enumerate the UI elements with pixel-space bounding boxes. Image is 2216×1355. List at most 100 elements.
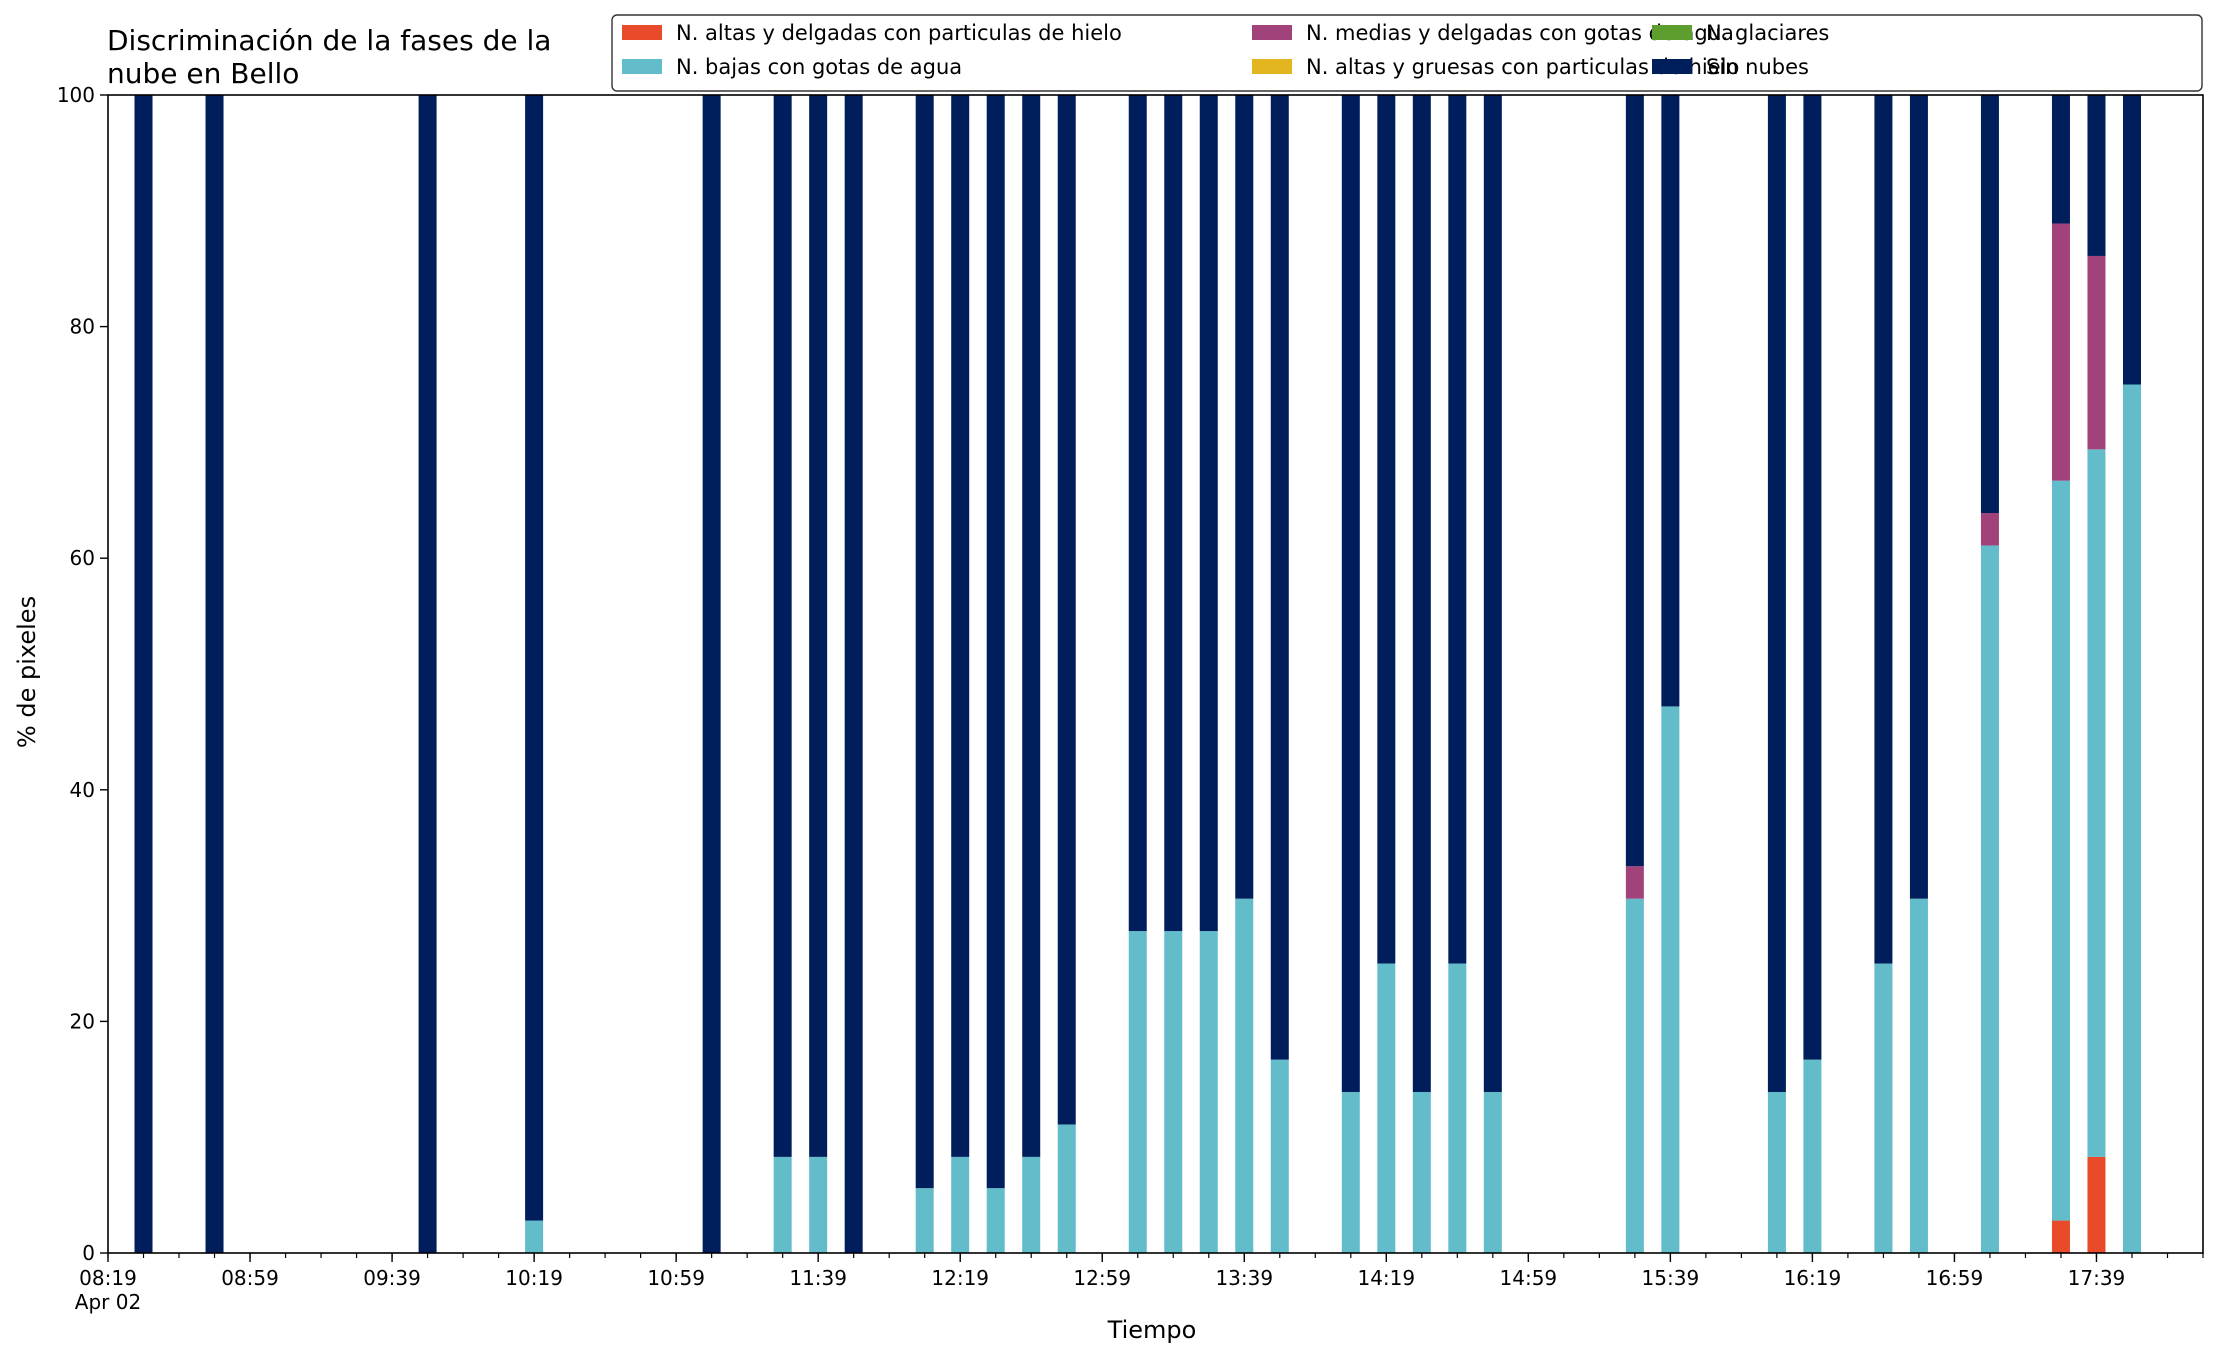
x-axis-label: Tiempo bbox=[1107, 1316, 1197, 1344]
bar-segment bbox=[2122, 95, 2141, 385]
bar-segment bbox=[1057, 1124, 1076, 1253]
bar-segment bbox=[1412, 95, 1431, 1093]
bar-segment bbox=[134, 95, 153, 1253]
x-tick-label: 14:59 bbox=[1500, 1266, 1558, 1290]
bar-segment bbox=[2087, 255, 2106, 450]
bar-segment bbox=[773, 1156, 792, 1253]
bar-segment bbox=[1874, 95, 1893, 964]
legend-swatch bbox=[1652, 25, 1692, 40]
x-tick-label: 12:59 bbox=[1073, 1266, 1131, 1290]
bar-segment bbox=[986, 95, 1005, 1189]
bar-segment bbox=[1874, 963, 1893, 1253]
x-tick-label: 08:59 bbox=[221, 1266, 279, 1290]
bar-segment bbox=[1767, 95, 1786, 1093]
bar-segment bbox=[1128, 95, 1147, 932]
legend-swatch bbox=[1252, 25, 1292, 40]
x-tick-label: 11:39 bbox=[789, 1266, 847, 1290]
plot-frame bbox=[107, 94, 2204, 1254]
bar-segment bbox=[1625, 898, 1644, 1253]
bar-segment bbox=[1909, 95, 1928, 899]
bar-segment bbox=[1980, 95, 1999, 514]
bar-segment bbox=[1909, 898, 1928, 1253]
bar-segment bbox=[1412, 1092, 1431, 1253]
bar-segment bbox=[1803, 1059, 1822, 1253]
bar-segment bbox=[844, 95, 863, 1253]
bar-segment bbox=[1022, 1156, 1041, 1253]
bar-segment bbox=[1483, 1092, 1502, 1253]
legend-label: N. glaciares bbox=[1706, 21, 1829, 45]
legend-swatch bbox=[622, 25, 662, 40]
bar-segment bbox=[1625, 866, 1644, 899]
bar-segment bbox=[1341, 95, 1360, 1093]
bar-segment bbox=[1270, 1059, 1289, 1253]
bar-segment bbox=[2051, 1220, 2070, 1253]
legend: N. altas y delgadas con particulas de hi… bbox=[611, 14, 2203, 92]
x-tick-label: 12:19 bbox=[931, 1266, 989, 1290]
legend-swatch bbox=[1252, 59, 1292, 74]
bars-layer bbox=[134, 95, 2141, 1253]
bar-segment bbox=[951, 95, 970, 1157]
x-tick-label: 16:59 bbox=[1926, 1266, 1984, 1290]
bar-segment bbox=[1980, 513, 1999, 546]
bar-segment bbox=[2051, 95, 2070, 224]
y-tick-label: 40 bbox=[70, 778, 95, 802]
bar-segment bbox=[205, 95, 224, 1253]
bar-segment bbox=[2087, 1156, 2106, 1253]
bar-segment bbox=[2051, 480, 2070, 1221]
legend-swatch bbox=[1652, 59, 1692, 74]
x-tick-label: 15:39 bbox=[1642, 1266, 1700, 1290]
y-tick-label: 0 bbox=[82, 1241, 95, 1265]
bar-segment bbox=[1803, 95, 1822, 1060]
y-axis-label: % de pixeles bbox=[13, 596, 41, 748]
bar-segment bbox=[1661, 706, 1680, 1253]
x-tick-label: 10:19 bbox=[505, 1266, 563, 1290]
bar-segment bbox=[1164, 931, 1183, 1253]
x-tick-label: 14:19 bbox=[1357, 1266, 1415, 1290]
bar-segment bbox=[1164, 95, 1183, 932]
bar-segment bbox=[1980, 545, 1999, 1253]
bar-segment bbox=[1341, 1092, 1360, 1253]
bar-segment bbox=[525, 95, 544, 1221]
bar-segment bbox=[1448, 95, 1467, 964]
legend-swatch bbox=[622, 59, 662, 74]
bar-segment bbox=[951, 1156, 970, 1253]
bar-segment bbox=[702, 95, 721, 1253]
y-tick-label: 80 bbox=[70, 315, 95, 339]
bar-segment bbox=[1199, 95, 1218, 932]
bar-segment bbox=[1235, 898, 1254, 1253]
bar-segment bbox=[1483, 95, 1502, 1093]
bar-segment bbox=[2122, 384, 2141, 1253]
x-tick-label: 08:19 bbox=[79, 1266, 137, 1290]
y-tick-label: 20 bbox=[70, 1009, 95, 1033]
bar-segment bbox=[1057, 95, 1076, 1125]
bar-segment bbox=[1270, 95, 1289, 1060]
bar-segment bbox=[809, 95, 828, 1157]
bar-segment bbox=[1022, 95, 1041, 1157]
y-tick-label: 100 bbox=[57, 83, 95, 107]
bar-segment bbox=[1377, 95, 1396, 964]
legend-box bbox=[611, 14, 2203, 92]
x-tick-label: 16:19 bbox=[1784, 1266, 1842, 1290]
x-tick-label: 10:59 bbox=[647, 1266, 705, 1290]
bar-segment bbox=[1199, 931, 1218, 1253]
bar-segment bbox=[809, 1156, 828, 1253]
x-date-label: Apr 02 bbox=[75, 1290, 141, 1314]
legend-label: Sin nubes bbox=[1706, 55, 1809, 79]
bar-segment bbox=[418, 95, 437, 1253]
x-tick-label: 17:39 bbox=[2068, 1266, 2126, 1290]
bar-segment bbox=[2087, 449, 2106, 1157]
chart-title-line-1: Discriminación de la fases de la bbox=[107, 24, 551, 57]
legend-label: N. altas y delgadas con particulas de hi… bbox=[676, 21, 1122, 45]
bar-segment bbox=[1448, 963, 1467, 1253]
y-tick-label: 60 bbox=[70, 546, 95, 570]
bar-segment bbox=[1661, 95, 1680, 707]
x-tick-label: 13:39 bbox=[1215, 1266, 1273, 1290]
bar-segment bbox=[773, 95, 792, 1157]
bar-segment bbox=[915, 1188, 934, 1253]
bar-segment bbox=[1625, 95, 1644, 867]
bar-segment bbox=[1767, 1092, 1786, 1253]
bar-segment bbox=[986, 1188, 1005, 1253]
bar-segment bbox=[2051, 223, 2070, 481]
